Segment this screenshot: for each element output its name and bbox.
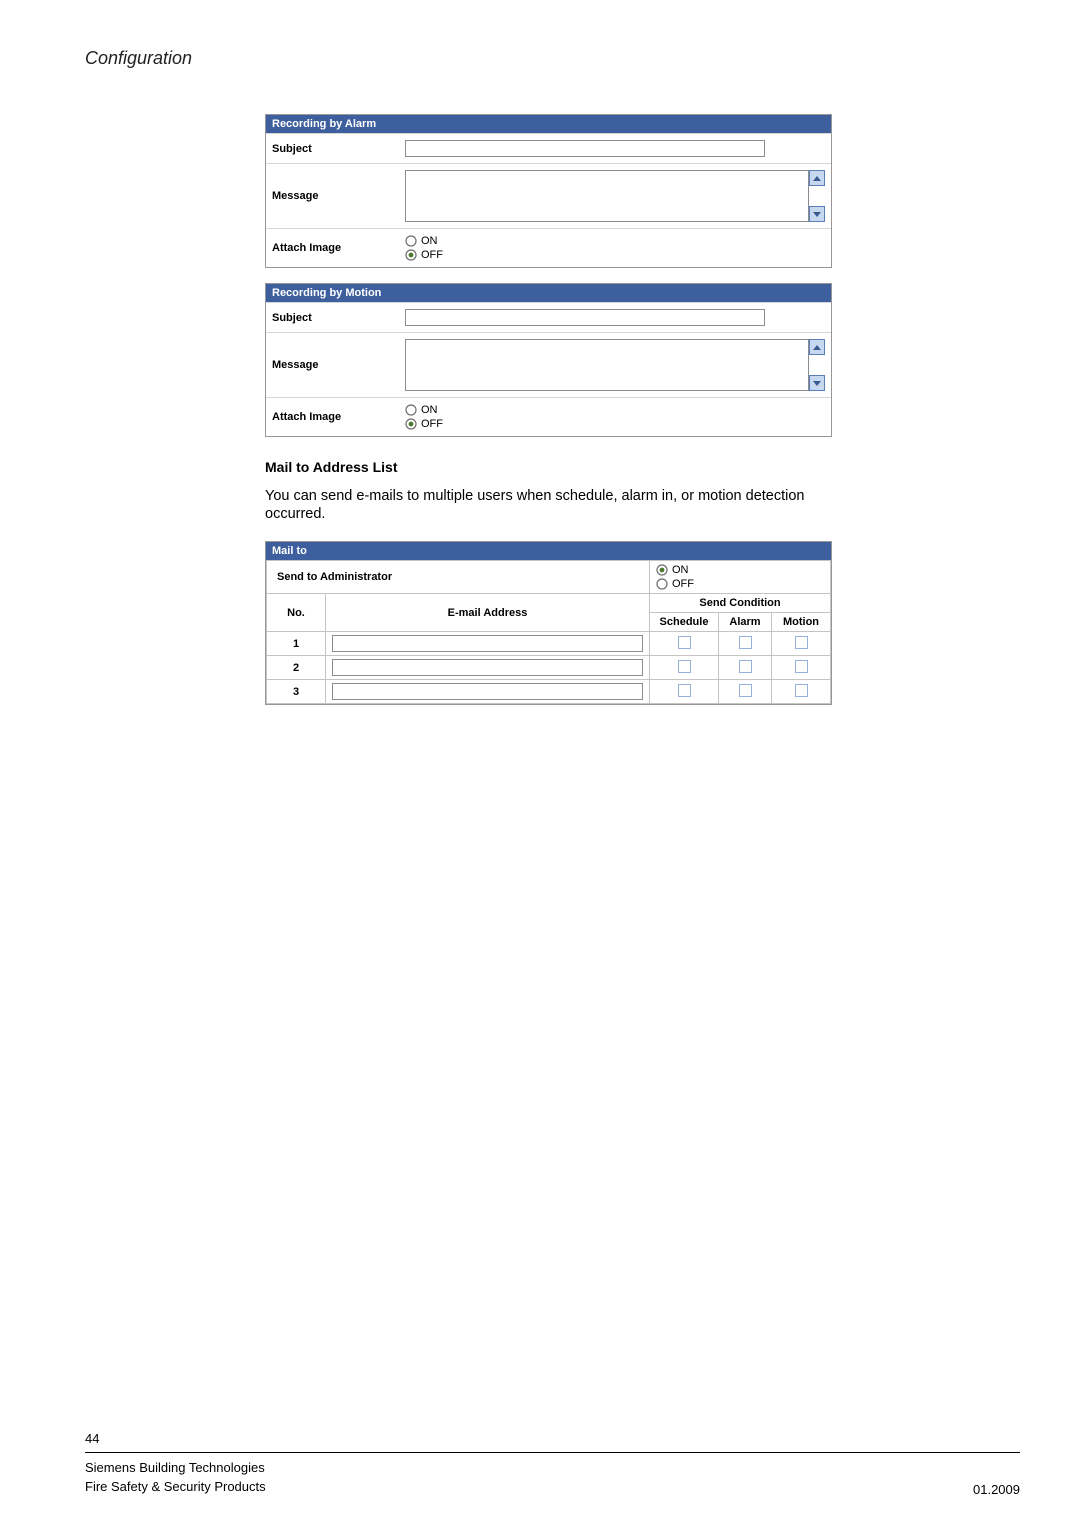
email-input[interactable]: [332, 683, 644, 700]
scroll-down-icon[interactable]: [809, 206, 825, 222]
email-input[interactable]: [332, 659, 644, 676]
recording-by-motion-panel: Recording by Motion Subject Message: [265, 283, 832, 437]
mailto-row: 1: [267, 632, 831, 656]
col-email: E-mail Address: [326, 594, 650, 632]
alarm-subject-label: Subject: [266, 134, 399, 164]
col-schedule: Schedule: [650, 613, 719, 632]
radio-on-icon: [405, 418, 417, 430]
motion-checkbox[interactable]: [795, 660, 808, 673]
alarm-checkbox[interactable]: [739, 636, 752, 649]
send-admin-off-radio[interactable]: OFF: [656, 578, 694, 590]
radio-on-icon: [405, 249, 417, 261]
alarm-message-textarea[interactable]: [405, 170, 809, 222]
mailto-row: 2: [267, 656, 831, 680]
schedule-checkbox[interactable]: [678, 660, 691, 673]
radio-off-icon: [405, 235, 417, 247]
recording-by-motion-header: Recording by Motion: [266, 284, 831, 302]
motion-subject-input[interactable]: [405, 309, 765, 326]
motion-checkbox[interactable]: [795, 684, 808, 697]
off-label: OFF: [421, 418, 443, 430]
on-label: ON: [672, 564, 689, 576]
mailto-heading: Mail to Address List: [265, 459, 970, 475]
row-no: 3: [267, 680, 326, 704]
col-send-condition: Send Condition: [650, 594, 831, 613]
footer-division: Fire Safety & Security Products: [85, 1478, 266, 1497]
off-label: OFF: [421, 249, 443, 261]
send-to-admin-label: Send to Administrator: [267, 561, 650, 594]
mailto-row: 3: [267, 680, 831, 704]
scroll-up-icon[interactable]: [809, 170, 825, 186]
motion-message-textarea[interactable]: [405, 339, 809, 391]
on-label: ON: [421, 235, 438, 247]
recording-by-alarm-header: Recording by Alarm: [266, 115, 831, 133]
motion-attach-on-radio[interactable]: ON: [405, 404, 825, 416]
alarm-checkbox[interactable]: [739, 660, 752, 673]
page-footer: 44 Siemens Building Technologies Fire Sa…: [85, 1431, 1020, 1497]
scroll-up-icon[interactable]: [809, 339, 825, 355]
alarm-checkbox[interactable]: [739, 684, 752, 697]
alarm-subject-input[interactable]: [405, 140, 765, 157]
mailto-panel: Mail to Send to Administrator ON OFF: [265, 541, 832, 705]
page-section-title: Configuration: [85, 48, 970, 69]
off-label: OFF: [672, 578, 694, 590]
col-no: No.: [267, 594, 326, 632]
recording-by-alarm-panel: Recording by Alarm Subject Message: [265, 114, 832, 268]
col-alarm: Alarm: [719, 613, 772, 632]
footer-date: 01.2009: [973, 1482, 1020, 1497]
footer-company: Siemens Building Technologies: [85, 1459, 266, 1478]
motion-checkbox[interactable]: [795, 636, 808, 649]
schedule-checkbox[interactable]: [678, 684, 691, 697]
alarm-attach-image-label: Attach Image: [266, 229, 399, 268]
alarm-attach-on-radio[interactable]: ON: [405, 235, 825, 247]
alarm-message-scrollbar[interactable]: [809, 170, 825, 222]
email-input[interactable]: [332, 635, 644, 652]
schedule-checkbox[interactable]: [678, 636, 691, 649]
send-admin-on-radio[interactable]: ON: [656, 564, 689, 576]
alarm-attach-off-radio[interactable]: OFF: [405, 249, 825, 261]
footer-rule: [85, 1452, 1020, 1453]
motion-message-scrollbar[interactable]: [809, 339, 825, 391]
col-motion: Motion: [772, 613, 831, 632]
motion-attach-off-radio[interactable]: OFF: [405, 418, 825, 430]
mailto-description: You can send e-mails to multiple users w…: [265, 487, 830, 523]
mailto-header: Mail to: [266, 542, 831, 560]
motion-subject-label: Subject: [266, 303, 399, 333]
page-number: 44: [85, 1431, 1020, 1446]
scroll-down-icon[interactable]: [809, 375, 825, 391]
row-no: 2: [267, 656, 326, 680]
motion-attach-image-label: Attach Image: [266, 398, 399, 437]
radio-off-icon: [656, 578, 668, 590]
row-no: 1: [267, 632, 326, 656]
radio-off-icon: [405, 404, 417, 416]
on-label: ON: [421, 404, 438, 416]
alarm-message-label: Message: [266, 164, 399, 229]
radio-on-icon: [656, 564, 668, 576]
motion-message-label: Message: [266, 333, 399, 398]
